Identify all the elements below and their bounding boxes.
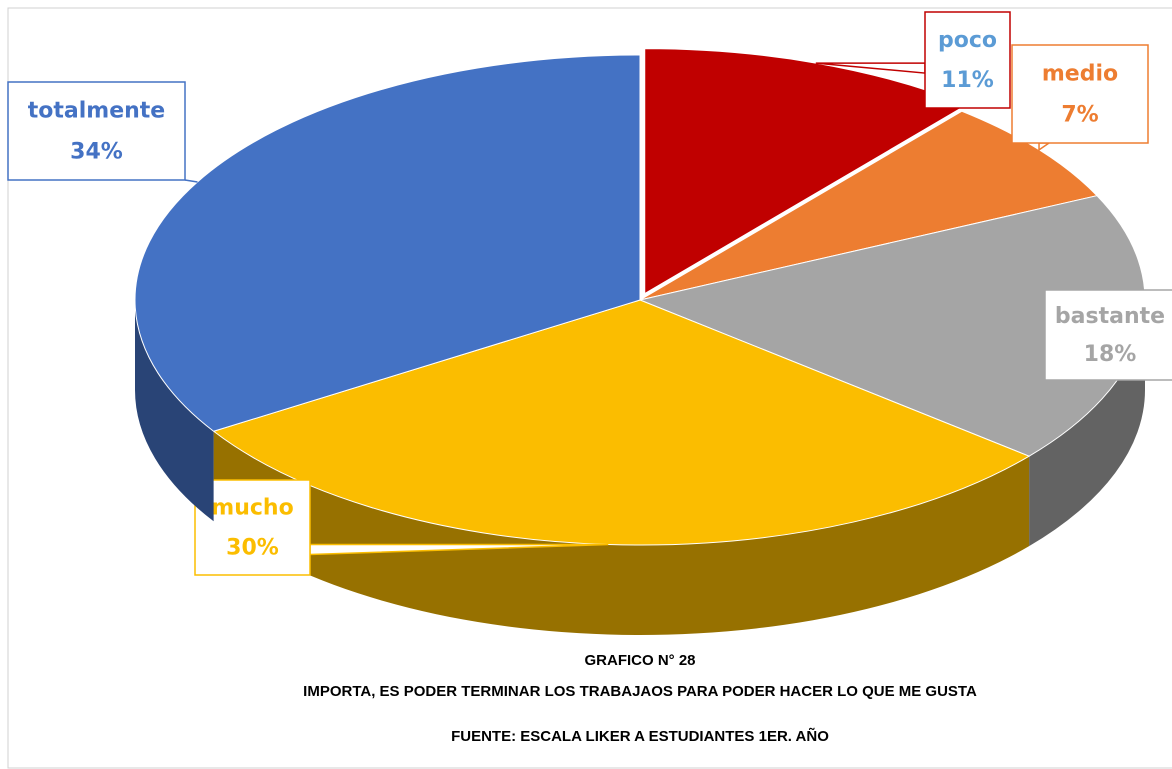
label-category: mucho <box>211 496 293 521</box>
slice-side <box>135 300 214 522</box>
chart-title: GRAFICO N° 28 <box>584 652 696 669</box>
label-value: 7% <box>1061 103 1098 128</box>
label-category: totalmente <box>28 98 165 123</box>
label-value: 30% <box>226 535 279 560</box>
slice-side <box>1029 300 1145 547</box>
label-value: 34% <box>70 140 123 165</box>
label-box <box>1011 44 1149 144</box>
label-box <box>1044 289 1172 381</box>
chart-source: FUENTE: ESCALA LIKER A ESTUDIANTES 1ER. … <box>451 728 829 745</box>
chart-subtitle: IMPORTA, ES PODER TERMINAR LOS TRABAJAOS… <box>303 683 977 700</box>
slice-side <box>213 431 1030 635</box>
chart-border <box>7 7 1172 769</box>
label-callout <box>1038 142 1052 152</box>
label-box <box>7 81 186 181</box>
label-value: 11% <box>941 68 994 93</box>
label-box <box>924 11 1011 109</box>
label-box <box>194 479 311 576</box>
label-category: poco <box>938 28 997 53</box>
label-category: medio <box>1042 61 1118 86</box>
label-callout <box>184 179 198 183</box>
label-value: 18% <box>1084 342 1137 367</box>
label-category: bastante <box>1055 304 1165 329</box>
